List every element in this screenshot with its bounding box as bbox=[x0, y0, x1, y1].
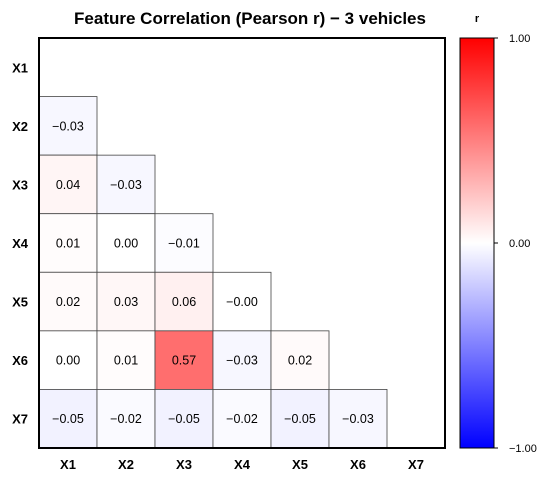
colorbar-ticks: 1.00 0.00 −1.00 bbox=[494, 33, 537, 455]
cell-value-label: 0.00 bbox=[114, 236, 138, 250]
heatmap-cell bbox=[96, 389, 156, 449]
heatmap-cell bbox=[38, 213, 98, 273]
cell-value-label: 0.57 bbox=[172, 354, 196, 368]
heatmap-cell bbox=[154, 330, 214, 390]
cell-value-label: −0.03 bbox=[226, 354, 258, 368]
heatmap-cell bbox=[270, 389, 330, 449]
colorbar-label: r bbox=[475, 13, 480, 25]
cell-value-label: 0.01 bbox=[56, 236, 80, 250]
cell-value-label: 0.06 bbox=[172, 295, 196, 309]
heatmap-cell bbox=[96, 330, 156, 390]
heatmap-cell bbox=[212, 330, 272, 390]
x-tick-label: X6 bbox=[350, 457, 366, 472]
cell-value-label: −0.03 bbox=[52, 119, 84, 133]
y-tick-label: X4 bbox=[12, 236, 29, 251]
heatmap-cells: −0.03 0.04 −0.03 0.01 0.00 −0.01 0.02 0.03 0.06 −… bbox=[38, 96, 388, 449]
cell-value-label: 0.02 bbox=[288, 354, 312, 368]
y-tick-label: X5 bbox=[12, 295, 28, 310]
cell-value-label: −0.03 bbox=[110, 178, 142, 192]
cell-value-label: 0.03 bbox=[114, 295, 138, 309]
y-tick-label: X1 bbox=[12, 60, 28, 75]
heatmap-cell bbox=[96, 154, 156, 215]
heatmap-cell bbox=[212, 389, 272, 449]
x-tick-label: X4 bbox=[234, 457, 251, 472]
cell-value-label: 0.01 bbox=[114, 354, 138, 368]
cell-value-label: −0.02 bbox=[110, 412, 142, 426]
cell-value-label: −0.01 bbox=[168, 236, 200, 250]
cell-value-label: 0.00 bbox=[56, 354, 80, 368]
cell-value-label: −0.02 bbox=[226, 412, 258, 426]
heatmap-cell bbox=[270, 330, 330, 390]
heatmap-cell bbox=[154, 389, 214, 449]
x-axis-ticks: X1 X2 X3 X4 X5 X6 X7 bbox=[60, 457, 424, 472]
cell-value-label: −0.05 bbox=[168, 412, 200, 426]
chart-title: Feature Correlation (Pearson r) − 3 vehi… bbox=[74, 9, 426, 28]
cell-value-label: −0.00 bbox=[226, 295, 258, 309]
cell-value-label: −0.05 bbox=[52, 412, 84, 426]
heatmap-cell bbox=[328, 389, 388, 449]
heatmap-cell bbox=[38, 96, 98, 156]
y-tick-label: X2 bbox=[12, 119, 28, 134]
heatmap-cell bbox=[96, 271, 156, 332]
heatmap-cell bbox=[212, 271, 272, 332]
cell-value-label: −0.03 bbox=[342, 412, 374, 426]
y-tick-label: X6 bbox=[12, 353, 28, 368]
plot-frame bbox=[38, 37, 446, 449]
cell-value-label: −0.05 bbox=[284, 412, 316, 426]
colorbar-tick-label: −1.00 bbox=[509, 443, 537, 455]
y-axis-ticks: X1 X2 X3 X4 X5 X6 X7 bbox=[12, 60, 29, 426]
colorbar-tick-label: 0.00 bbox=[509, 238, 530, 250]
x-tick-label: X7 bbox=[408, 457, 424, 472]
colorbar-tick-label: 1.00 bbox=[509, 33, 530, 45]
x-tick-label: X2 bbox=[118, 457, 134, 472]
x-tick-label: X1 bbox=[60, 457, 76, 472]
heatmap-cell bbox=[154, 213, 214, 273]
heatmap-cell bbox=[38, 154, 98, 215]
x-tick-label: X5 bbox=[292, 457, 308, 472]
cell-value-label: 0.04 bbox=[56, 178, 80, 192]
colorbar bbox=[459, 37, 495, 449]
y-tick-label: X7 bbox=[12, 412, 28, 427]
heatmap-cell bbox=[96, 213, 156, 273]
cell-value-label: 0.02 bbox=[56, 295, 80, 309]
x-tick-label: X3 bbox=[176, 457, 192, 472]
y-tick-label: X3 bbox=[12, 177, 28, 192]
